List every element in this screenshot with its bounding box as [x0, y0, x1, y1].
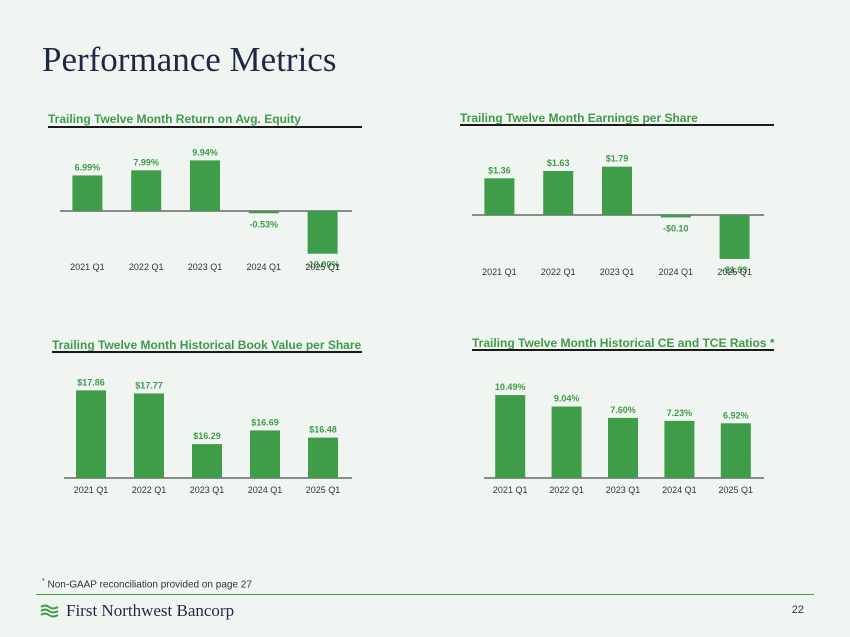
eps-chart-panel: Trailing Twelve Month Earnings per Share… — [460, 111, 774, 283]
book-value-chart-panel: Trailing Twelve Month Historical Book Va… — [52, 338, 362, 502]
data-label: 7.23% — [667, 408, 693, 418]
bar — [720, 423, 751, 478]
data-label: 7.60% — [610, 405, 636, 415]
page-title: Performance Metrics — [42, 40, 337, 79]
roe-bar-chart: 6.99% 2021 Q1 7.99% 2022 Q1 9.94% 2023 Q1 -0.5… — [60, 147, 352, 272]
roe-chart-panel: Trailing Twelve Month Return on Avg. Equ… — [48, 112, 362, 284]
x-tick-label: 2021 Q1 — [493, 485, 528, 495]
capital-ratios-chart-title: Trailing Twelve Month Historical CE and … — [472, 336, 775, 350]
x-tick-label: 2023 Q1 — [606, 485, 641, 495]
capital-ratios-bar-chart: 10.49% 2021 Q1 9.04% 2022 Q1 7.60% 2023 Q1 7.2… — [484, 382, 764, 495]
bar — [484, 178, 515, 215]
book-value-title-rule — [52, 351, 362, 353]
roe-chart-title: Trailing Twelve Month Return on Avg. Equ… — [48, 112, 301, 126]
x-tick-label: 2022 Q1 — [129, 262, 164, 272]
roe-title-rule — [48, 126, 362, 128]
eps-title-rule — [460, 124, 774, 126]
capital-ratios-chart-panel: Trailing Twelve Month Historical CE and … — [472, 336, 775, 500]
bar — [307, 211, 338, 254]
data-label: -$0.10 — [663, 223, 689, 233]
x-tick-label: 2025 Q1 — [305, 262, 340, 272]
bar — [190, 160, 220, 211]
x-tick-label: 2025 Q1 — [306, 485, 341, 495]
data-label: $16.48 — [309, 425, 337, 435]
data-label: 9.04% — [554, 394, 580, 404]
data-label: -10.00% — [306, 260, 340, 270]
bar — [134, 393, 164, 478]
x-tick-label: 2021 Q1 — [482, 267, 517, 277]
bar — [602, 166, 632, 215]
bar — [248, 211, 279, 214]
bar — [664, 420, 695, 478]
data-label: $16.69 — [251, 417, 279, 427]
footnote-marker: * — [42, 578, 45, 585]
company-name: First Northwest Bancorp — [66, 601, 235, 620]
footnote: * Non-GAAP reconciliation provided on pa… — [42, 578, 252, 590]
x-tick-label: 2022 Q1 — [541, 267, 576, 277]
footnote-text: Non-GAAP reconciliation provided on page… — [47, 579, 252, 591]
bar — [72, 175, 103, 211]
x-tick-label: 2024 Q1 — [247, 262, 282, 272]
data-label: $1.79 — [606, 154, 629, 164]
page-number: 22 — [791, 604, 804, 616]
x-tick-label: 2024 Q1 — [659, 267, 694, 277]
data-label: $17.77 — [135, 380, 163, 390]
data-label: 10.49% — [495, 382, 526, 392]
data-label: -$1.83 — [722, 265, 748, 275]
wave-logo-icon — [40, 604, 59, 618]
x-tick-label: 2023 Q1 — [600, 267, 635, 277]
bar — [308, 437, 338, 478]
book-value-bar-chart: $17.86 2021 Q1 $17.77 2022 Q1 $16.29 2023 Q1 $… — [64, 377, 352, 495]
data-label: $1.63 — [547, 158, 570, 168]
book-value-chart-title: Trailing Twelve Month Historical Book Va… — [52, 338, 362, 352]
x-tick-label: 2025 Q1 — [719, 485, 754, 495]
data-label: 6.99% — [75, 162, 101, 172]
bar — [551, 406, 582, 478]
company-logo: First Northwest Bancorp — [40, 601, 234, 621]
bar — [660, 215, 691, 218]
x-tick-label: 2022 Q1 — [132, 485, 167, 495]
data-label: $17.86 — [77, 377, 105, 387]
capital-ratios-title-rule — [472, 349, 774, 351]
data-label: 6.92% — [723, 410, 749, 420]
bar — [131, 170, 162, 211]
data-label: $16.29 — [193, 431, 221, 441]
bar — [192, 444, 222, 478]
x-tick-label: 2021 Q1 — [70, 262, 105, 272]
bar — [608, 417, 638, 478]
data-label: $1.36 — [488, 165, 511, 175]
x-tick-label: 2021 Q1 — [74, 485, 109, 495]
x-tick-label: 2025 Q1 — [717, 267, 752, 277]
x-tick-label: 2022 Q1 — [549, 485, 584, 495]
x-tick-label: 2023 Q1 — [188, 262, 223, 272]
bar — [543, 170, 574, 215]
data-label: -0.53% — [250, 219, 279, 229]
data-label: 9.94% — [192, 147, 218, 157]
data-label: 7.99% — [133, 157, 159, 167]
eps-bar-chart: $1.36 2021 Q1 $1.63 2022 Q1 $1.79 2023 Q1 -$0.… — [472, 154, 764, 277]
eps-chart-title: Trailing Twelve Month Earnings per Share — [460, 111, 698, 125]
bar — [250, 430, 280, 478]
x-tick-label: 2024 Q1 — [248, 485, 283, 495]
footer-rule — [36, 594, 814, 595]
bar — [719, 215, 750, 259]
bar — [495, 395, 526, 478]
x-tick-label: 2023 Q1 — [190, 485, 225, 495]
x-tick-label: 2024 Q1 — [662, 485, 697, 495]
bar — [76, 390, 106, 478]
